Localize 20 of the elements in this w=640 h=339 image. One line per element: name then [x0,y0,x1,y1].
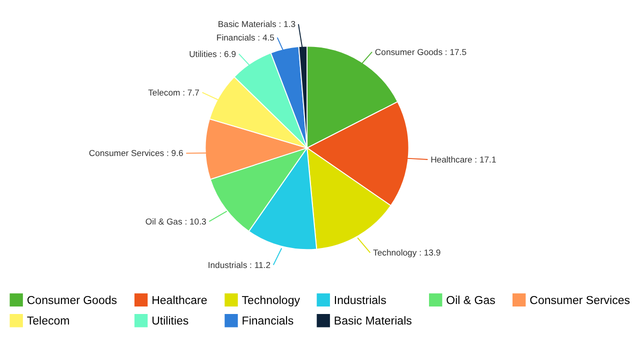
data-label: Consumer Services : 9.6 [88,148,184,158]
data-label: Telecom : 7.7 [148,87,200,98]
legend-label: Telecom [26,315,70,328]
data-label: Industrials : 11.2 [208,260,271,270]
legend-label: Industrials [334,294,387,307]
legend-label: Basic Materials [334,315,412,328]
data-label: Utilities : 6.9 [189,48,236,59]
legend-label: Financials [242,315,294,328]
data-label: Basic Materials : 1.3 [218,19,296,30]
data-label: Consumer Goods : 17.5 [374,46,467,57]
legend-label: Oil & Gas [446,294,496,307]
legend-label: Consumer Services [530,294,630,307]
legend-label: Healthcare [152,294,208,307]
legend-label: Utilities [152,315,189,328]
legend-label: Technology [242,294,300,307]
data-label: Technology : 13.9 [373,248,441,258]
legend-label: Consumer Goods [26,294,118,307]
data-label: Oil & Gas : 10.3 [145,216,206,226]
data-label: Financials : 4.5 [216,32,275,42]
data-label: Healthcare : 17.1 [430,154,496,164]
